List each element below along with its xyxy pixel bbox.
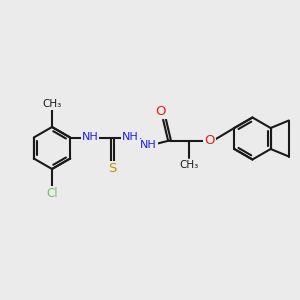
Text: NH: NH xyxy=(122,133,139,142)
Text: S: S xyxy=(108,162,116,175)
Text: Cl: Cl xyxy=(46,187,58,200)
Text: CH₃: CH₃ xyxy=(180,160,199,170)
Text: NH: NH xyxy=(140,140,157,149)
Text: O: O xyxy=(204,134,215,147)
Text: NH: NH xyxy=(82,133,98,142)
Text: CH₃: CH₃ xyxy=(42,99,62,109)
Text: O: O xyxy=(155,105,166,118)
